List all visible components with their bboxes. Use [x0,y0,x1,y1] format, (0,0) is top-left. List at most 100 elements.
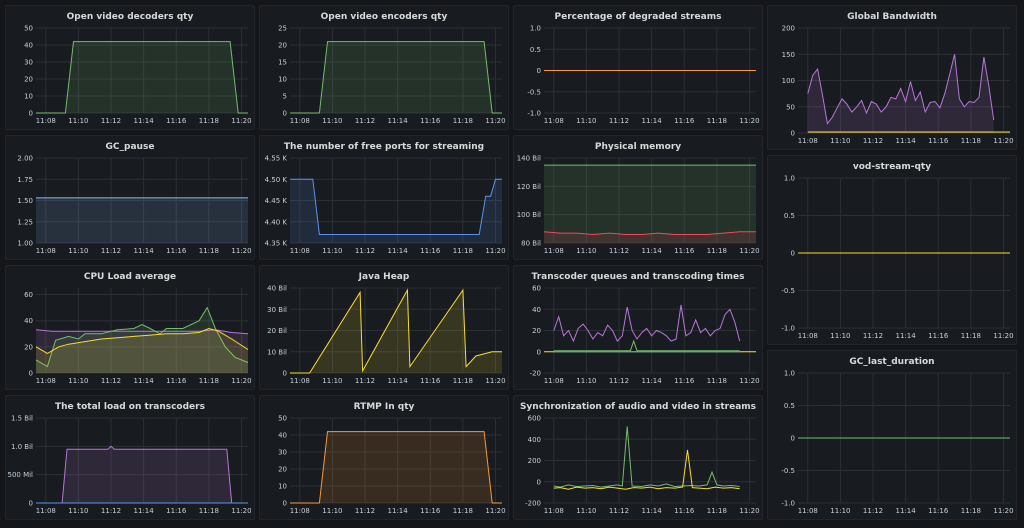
x-tick-label: 11:18 [453,247,473,255]
y-tick-label: 1.0 [530,25,541,33]
panel-title[interactable]: GC_last_duration [849,357,935,367]
panel-free-ports-for-streaming[interactable]: The number of free ports for streaming 4… [259,135,509,260]
x-tick-label: 11:08 [798,507,818,515]
x-tick-label: 11:20 [231,507,251,515]
series-line [290,288,502,374]
x-tick-label: 11:08 [36,117,56,125]
x-tick-label: 11:16 [674,247,695,255]
x-tick-label: 11:18 [453,377,473,385]
y-tick-label: 1.0 [784,175,795,183]
panel-gc-pause[interactable]: GC_pause 1.00 1.25 1.50 1.75 2.00 11:08 11:10 1… [5,135,255,260]
panel-title[interactable]: GC_pause [105,142,155,152]
x-tick-label: 11:20 [231,377,251,385]
y-tick-label: 4.50 K [265,176,288,184]
series-line [290,431,502,504]
panel-title[interactable]: Physical memory [594,142,682,152]
x-tick-label: 11:10 [68,117,88,125]
panel-global-bandwidth[interactable]: Global Bandwidth 0 50 100 150 200 11:08 11:10 1… [767,5,1017,150]
series-line [553,304,741,343]
panel-percentage-of-degraded-streams[interactable]: Percentage of degraded streams -1.0 -0.5 0… [513,5,763,130]
x-tick-label: 11:10 [322,377,342,385]
y-tick-label: 80 Bil [521,240,541,248]
y-tick-label: 20 [278,42,287,50]
x-tick-label: 11:20 [485,507,505,515]
series-area [290,41,502,113]
panel-cpu-load-average[interactable]: CPU Load average 0 20 40 60 11:08 11:10 11:12 1… [5,265,255,390]
x-tick-label: 11:08 [290,117,310,125]
y-tick-label: 40 [278,432,287,440]
panel-vod-stream-qty[interactable]: vod-stream-qty -1.0 -0.5 0 0.5 1.0 11:08 11:10… [767,155,1017,345]
y-tick-label: 1.25 [17,218,33,226]
series-line [36,445,248,504]
chart-transcoder-queues: -20 0 20 40 60 11:08 11:10 11:12 11:14 11:16 11:18… [530,285,760,386]
y-tick-label: 40 [532,306,541,314]
x-tick-label: 11:14 [134,117,155,125]
x-tick-label: 11:12 [863,137,883,145]
panel-gc-last-duration[interactable]: GC_last_duration -1.0 -0.5 0 0.5 1.0 11:08 11:… [767,350,1017,520]
panel-title[interactable]: vod-stream-qty [852,162,932,172]
y-tick-label: 30 [24,59,33,67]
y-tick-label: -1.0 [527,110,541,118]
x-tick-label: 11:08 [36,247,56,255]
x-tick-label: 11:16 [674,377,695,385]
x-tick-label: 11:20 [485,247,505,255]
chart-global-bandwidth: 0 50 100 150 200 11:08 11:10 11:12 11:14 11:16 11:… [782,25,1014,146]
x-tick-label: 11:16 [928,507,949,515]
panel-audio-video-sync[interactable]: Synchronization of audio and video in st… [513,395,763,520]
x-tick-label: 11:10 [68,507,88,515]
panel-title[interactable]: Open video decoders qty [66,12,194,22]
x-tick-label: 11:18 [707,507,727,515]
panel-title[interactable]: Percentage of degraded streams [554,12,722,22]
panel-rtmp-in-qty[interactable]: RTMP In qty 0 10 20 30 40 50 11:08 11:10 11:12 11… [259,395,509,520]
x-tick-label: 11:18 [453,507,473,515]
panel-title[interactable]: Open video encoders qty [320,12,448,22]
x-tick-label: 11:18 [707,117,727,125]
y-tick-label: 5 [283,93,287,101]
chart-open-video-decoders-qty: 0 10 20 30 40 50 11:08 11:10 11:12 11:14 11:16 11:1… [24,25,251,126]
x-tick-label: 11:10 [322,507,342,515]
panel-title[interactable]: The number of free ports for streaming [283,142,485,152]
panel-title[interactable]: Synchronization of audio and video in st… [519,402,757,412]
y-tick-label: 10 [278,483,287,491]
x-tick-label: 11:10 [830,137,850,145]
x-tick-label: 11:16 [420,117,441,125]
y-tick-label: 50 [786,103,795,111]
panel-open-video-decoders-qty[interactable]: Open video decoders qty 0 10 20 30 40 50 11:08… [5,5,255,130]
panel-java-heap[interactable]: Java Heap 0 10 Bil 20 Bil 30 Bil 40 Bil 11:08… [259,265,509,390]
y-tick-label: 1.00 [17,240,33,248]
panel-title[interactable]: The total load on transcoders [55,402,205,412]
x-tick-label: 11:12 [355,377,375,385]
x-tick-label: 11:14 [388,117,409,125]
x-tick-label: 11:20 [485,117,505,125]
y-tick-label: 600 [528,415,541,423]
panel-title[interactable]: Global Bandwidth [847,12,937,22]
panel-open-video-encoders-qty[interactable]: Open video encoders qty 0 5 10 15 20 25 11:08 1… [259,5,509,130]
series-line [35,327,249,354]
y-tick-label: 20 [24,76,33,84]
y-tick-label: -0.5 [781,287,795,295]
x-tick-label: 11:16 [928,137,949,145]
panel-physical-memory[interactable]: Physical memory 80 Bil 100 Bil 120 Bil 140 … [513,135,763,260]
chart-percentage-of-degraded-streams: -1.0 -0.5 0 0.5 1.0 11:08 11:10 11:12 11:14 11:16… [527,25,759,126]
x-tick-label: 11:18 [453,117,473,125]
y-tick-label: 20 [278,466,287,474]
y-tick-label: 20 [24,343,33,351]
x-tick-label: 11:14 [642,247,663,255]
panel-title[interactable]: CPU Load average [83,272,177,282]
panel-total-load-on-transcoders[interactable]: The total load on transcoders 0 500 Mil 1.… [5,395,255,520]
y-tick-label: 60 [532,285,541,293]
x-tick-label: 11:12 [609,507,629,515]
y-tick-label: 140 Bil [517,155,541,163]
panel-transcoder-queues[interactable]: Transcoder queues and transcoding times … [513,265,763,390]
y-tick-label: 20 Bil [267,327,287,335]
panel-title[interactable]: Transcoder queues and transcoding times [531,272,745,282]
panel-title[interactable]: Java Heap [358,272,410,282]
y-tick-label: 40 Bil [267,285,287,293]
x-tick-label: 11:20 [993,332,1013,340]
x-tick-label: 11:12 [101,377,121,385]
y-tick-label: 2.00 [17,155,33,163]
panel-title[interactable]: RTMP In qty [353,402,415,412]
x-tick-label: 11:18 [961,507,981,515]
chart-rtmp-in-qty: 0 10 20 30 40 50 11:08 11:10 11:12 11:14 11:16 11:1… [278,415,505,516]
x-tick-label: 11:12 [609,377,629,385]
